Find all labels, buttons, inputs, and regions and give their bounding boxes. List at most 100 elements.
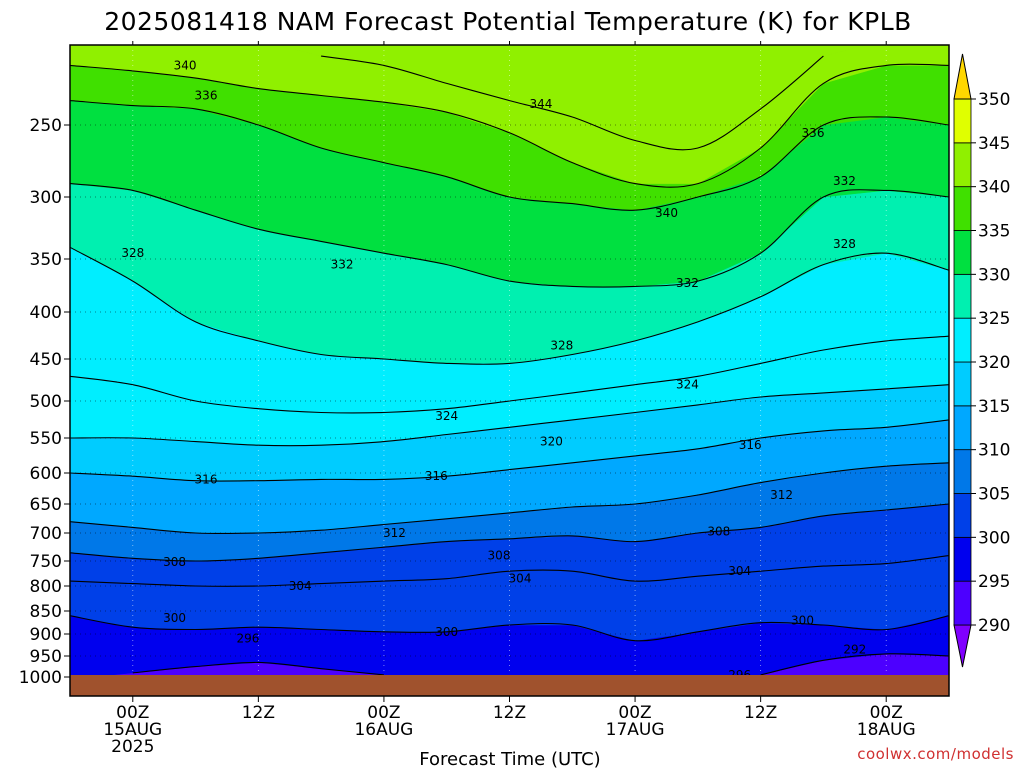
contour-label: 332 [833,174,856,188]
colorbar-label: 345 [978,134,1010,154]
colorbar-swatch [953,230,972,275]
colorbar-label: 290 [978,616,1010,636]
isentrope-contours [70,55,949,675]
x-tick-label: 00Z [116,703,149,723]
plot-gridlines [70,45,949,678]
contour-label: 312 [770,488,793,502]
contour-label: 292 [843,643,866,657]
contour-label: 300 [435,625,458,639]
contour-label: 336 [802,126,825,140]
contour-label: 336 [195,89,218,103]
contour-label: 340 [174,58,197,72]
colorbar-swatch [953,580,972,626]
colorbar-swatch [953,98,972,144]
contour-label: 304 [509,572,532,586]
colorbar-swatch [953,142,972,188]
colorbar-swatch [953,449,972,494]
colorbar: 290 295 300 305 310 315 320 325 330 335 340 345 350 [953,53,1010,668]
y-tick-label: 550 [30,429,62,449]
colorbar-swatch [953,273,972,319]
x-tick-label: 00Z [870,703,903,723]
colorbar-label: 320 [978,353,1010,373]
y-tick-label: 350 [30,250,62,270]
x-tick-label: 2025 [111,737,154,757]
y-tick-label: 500 [30,392,62,412]
y-tick-label: 600 [30,464,62,484]
contour-label: 344 [529,97,552,111]
isentrope-316 [70,419,949,482]
isentrope-312 [70,462,949,535]
y-tick-label: 400 [30,303,62,323]
colorbar-high-arrow [953,53,972,100]
chart-title: 2025081418 NAM Forecast Potential Temper… [104,7,912,36]
fill-band-344 [276,45,868,149]
ground-surface [70,675,949,696]
colorbar-swatch [953,317,972,363]
isentrope-340 [70,63,949,188]
x-tick-label: 00Z [367,703,400,723]
colorbar-low-arrow [953,624,972,668]
y-tick-label: 300 [30,188,62,208]
colorbar-swatch [953,186,972,231]
contour-label: 328 [121,246,144,260]
contour-label: 328 [833,237,856,251]
colorbar-label: 350 [978,90,1010,110]
y-tick-label: 700 [30,524,62,544]
colorbar-label: 325 [978,309,1010,329]
y-tick-label: 650 [30,495,62,515]
x-axis-title: Forecast Time (UTC) [419,749,600,768]
x-tick-label: 12Z [493,703,526,723]
contour-label: 316 [195,472,218,486]
contour-label: 308 [488,549,511,563]
y-tick-label: 950 [30,647,62,667]
contour-label: 320 [540,435,563,449]
colorbar-label: 315 [978,397,1010,417]
contour-label: 300 [163,611,186,625]
contour-label: 316 [739,438,762,452]
colorbar-swatch [953,361,972,407]
x-tick-label: 15AUG [103,720,162,740]
contour-label: 332 [676,276,699,290]
x-tick-label: 12Z [242,703,275,723]
contour-label: 308 [163,555,186,569]
contour-label: 340 [655,206,678,220]
isentrope-332 [70,183,949,288]
y-tick-label: 850 [30,602,62,622]
isentrope-320 [70,384,949,447]
colorbar-label: 340 [978,178,1010,198]
isentrope-296 [132,661,384,675]
contour-label: 324 [676,378,699,392]
y-tick-label: 1000 [19,668,62,688]
y-tick-label: 800 [30,577,62,597]
colorbar-label: 295 [978,572,1010,592]
colorbar-label: 310 [978,441,1010,461]
isentrope-300 [70,615,949,642]
x-tick-label: 16AUG [354,720,413,740]
colorbar-label: 305 [978,485,1010,505]
contour-label: 324 [435,409,458,423]
isentrope-296 [760,653,949,675]
contour-label: 308 [707,524,730,538]
contour-label: 300 [791,613,814,627]
colorbar-label: 300 [978,528,1010,548]
colorbar-label: 335 [978,222,1010,242]
isentrope-308 [70,503,949,562]
contour-label: 296 [236,632,259,646]
colorbar-swatch [953,493,972,538]
colorbar-label: 330 [978,265,1010,285]
x-tick-label: 17AUG [606,720,665,740]
isentrope-336 [70,100,949,211]
isentrope-304 [70,555,949,587]
isentrope-328 [70,246,949,365]
contour-label: 316 [425,469,448,483]
contour-label: 332 [331,258,354,272]
isentrope-324 [70,335,949,414]
credit-text: coolwx.com/models [857,745,1014,763]
contour-label: 304 [289,579,312,593]
contour-label: 304 [728,564,751,578]
contour-labels: 340 336 344 336 332 340 328 332 328 332 328 324 324 3… [121,58,866,682]
colorbar-swatch [953,405,972,451]
y-tick-label: 750 [30,552,62,572]
